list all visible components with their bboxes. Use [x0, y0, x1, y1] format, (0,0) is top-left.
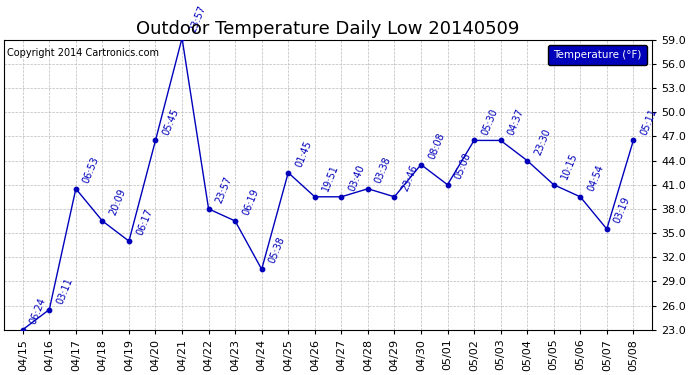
Point [150, 137, 161, 143]
Text: 23:30: 23:30 [533, 127, 553, 156]
Text: 04:37: 04:37 [506, 106, 526, 136]
Point [601, 226, 612, 232]
Text: 08:08: 08:08 [426, 131, 446, 160]
Text: 23:46: 23:46 [400, 163, 420, 193]
Point [469, 137, 480, 143]
Text: 23:57: 23:57 [188, 4, 208, 34]
Text: 19:51: 19:51 [320, 163, 340, 193]
Text: 03:19: 03:19 [612, 195, 632, 225]
Text: 04:54: 04:54 [586, 163, 606, 193]
Point [575, 194, 586, 200]
Text: 05:11: 05:11 [639, 106, 659, 136]
Point [230, 218, 241, 224]
Point [256, 266, 267, 272]
Point [522, 158, 533, 164]
Point [362, 186, 373, 192]
Legend: Temperature (°F): Temperature (°F) [548, 45, 647, 65]
Text: 20:09: 20:09 [108, 187, 128, 217]
Point [389, 194, 400, 200]
Text: 06:17: 06:17 [135, 207, 154, 237]
Point [495, 137, 506, 143]
Text: 05:30: 05:30 [480, 106, 500, 136]
Text: 05:38: 05:38 [267, 236, 287, 265]
Text: 10:15: 10:15 [560, 151, 579, 180]
Point [309, 194, 320, 200]
Text: Copyright 2014 Cartronics.com: Copyright 2014 Cartronics.com [8, 48, 159, 58]
Point [70, 186, 81, 192]
Text: 05:08: 05:08 [453, 151, 473, 180]
Point [628, 137, 639, 143]
Point [442, 182, 453, 188]
Text: 03:38: 03:38 [373, 155, 393, 184]
Text: 06:19: 06:19 [241, 188, 260, 217]
Text: 03:11: 03:11 [55, 276, 75, 305]
Point [43, 306, 55, 312]
Point [17, 327, 28, 333]
Point [97, 218, 108, 224]
Point [415, 162, 426, 168]
Text: 05:45: 05:45 [161, 106, 181, 136]
Text: 23:57: 23:57 [214, 175, 234, 205]
Text: 06:24: 06:24 [28, 296, 48, 326]
Point [124, 238, 135, 244]
Point [203, 206, 214, 212]
Point [548, 182, 559, 188]
Point [177, 35, 188, 41]
Text: 06:53: 06:53 [81, 155, 101, 184]
Point [336, 194, 347, 200]
Text: 01:45: 01:45 [294, 139, 313, 168]
Text: 03:40: 03:40 [347, 163, 366, 193]
Point [283, 170, 294, 176]
Title: Outdoor Temperature Daily Low 20140509: Outdoor Temperature Daily Low 20140509 [137, 20, 520, 38]
